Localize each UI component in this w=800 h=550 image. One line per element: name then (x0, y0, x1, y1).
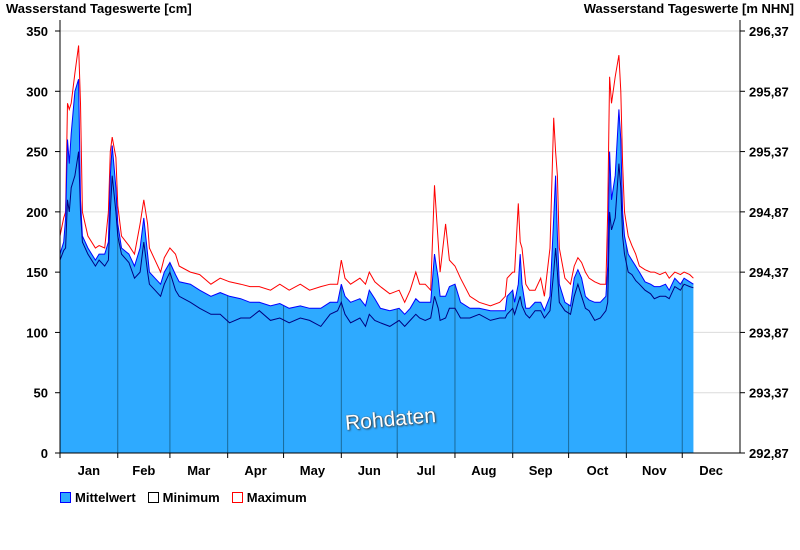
legend-label-max: Maximum (246, 490, 307, 505)
y-tick-label-right: 292,87 (749, 446, 789, 461)
month-label: Oct (587, 463, 609, 478)
y-tick-label: 50 (34, 386, 48, 401)
y-tick-label: 300 (26, 84, 48, 99)
y-tick-label: 200 (26, 205, 48, 220)
month-label: Jan (78, 463, 100, 478)
y-tick-label: 150 (26, 265, 48, 280)
y-tick-label-right: 296,37 (749, 24, 789, 39)
month-label: Aug (471, 463, 496, 478)
max-line (59, 45, 694, 307)
y-tick-label-right: 294,87 (749, 205, 789, 220)
month-label: Dec (699, 463, 723, 478)
month-label: May (300, 463, 326, 478)
legend-label-mean: Mittelwert (75, 490, 136, 505)
y-tick-label: 250 (26, 145, 48, 160)
legend-item-max: Maximum (231, 490, 307, 505)
month-label: Jun (358, 463, 381, 478)
legend-swatch-min (147, 492, 159, 503)
y-tick-label-right: 295,87 (749, 84, 789, 99)
y-tick-label: 0 (41, 446, 48, 461)
legend: Mittelwert Minimum Maximum (60, 490, 307, 505)
legend-swatch-mean (60, 492, 71, 503)
y-tick-label-right: 293,37 (749, 386, 789, 401)
y-tick-label: 100 (26, 325, 48, 340)
y-tick-label-right: 294,37 (749, 265, 789, 280)
mean-area (60, 79, 694, 453)
left-axis-title: Wasserstand Tageswerte [cm] (6, 1, 192, 16)
min-line (59, 151, 694, 328)
y-tick-label-right: 293,87 (749, 325, 789, 340)
y-tick-label: 350 (26, 24, 48, 39)
legend-item-min: Minimum (147, 490, 220, 505)
month-label: Mar (187, 463, 210, 478)
right-axis-title: Wasserstand Tageswerte [m NHN] (583, 1, 794, 16)
month-label: Nov (642, 463, 667, 478)
month-label: Jul (417, 463, 436, 478)
month-label: Feb (132, 463, 155, 478)
mean-line (59, 79, 694, 316)
legend-swatch-max (231, 492, 243, 503)
month-label: Apr (244, 463, 266, 478)
month-label: Sep (529, 463, 553, 478)
legend-item-mean: Mittelwert (60, 490, 136, 505)
y-tick-label-right: 295,37 (749, 145, 789, 160)
legend-label-min: Minimum (162, 490, 220, 505)
